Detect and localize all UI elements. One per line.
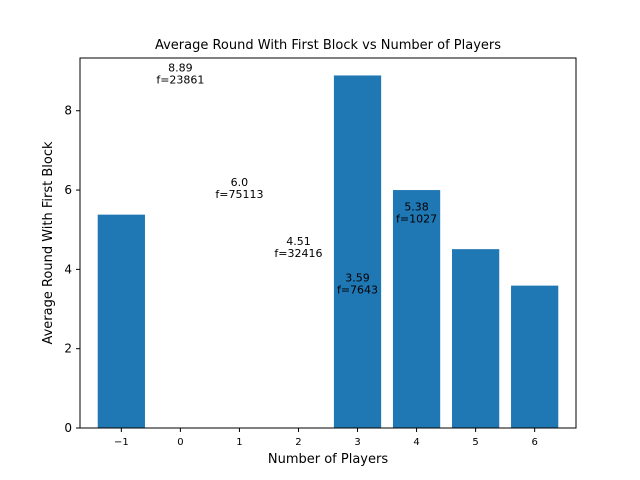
y-tick-label: 2 — [64, 342, 72, 356]
x-tick-label: −1 — [114, 437, 129, 448]
annotation-freq-1: f=75113 — [215, 188, 263, 201]
bar-minus1 — [97, 214, 145, 428]
x-tick-label: 1 — [236, 437, 242, 448]
bar-3 — [333, 75, 382, 428]
annotation-value-0: 8.89 — [168, 61, 193, 74]
bar-4 — [392, 190, 441, 428]
x-tick-label: 4 — [413, 437, 419, 448]
annotation-freq-0: f=23861 — [156, 73, 204, 86]
plot-frame — [79, 57, 577, 429]
bars-group — [97, 75, 559, 428]
annotation-freq-4: f=1027 — [396, 213, 437, 226]
bar-5 — [452, 249, 500, 428]
annotation-freq-2: f=32416 — [274, 247, 322, 260]
annotation-value-2: 4.51 — [286, 235, 311, 248]
chart-title: Average Round With First Block vs Number… — [155, 38, 501, 53]
y-axis-label: Average Round With First Block — [41, 141, 56, 345]
x-tick-label: 3 — [354, 437, 360, 448]
y-tick-label: 6 — [64, 183, 72, 197]
annotation-value-3: 3.59 — [345, 272, 370, 285]
annotation-value-1: 6.0 — [231, 176, 249, 189]
x-tick-label: 2 — [295, 437, 301, 448]
annotation-freq-3: f=7643 — [337, 284, 378, 297]
y-tick-label: 8 — [64, 104, 72, 118]
y-axis-ticks: 0 2 4 6 8 — [64, 104, 80, 435]
x-tick-label: 0 — [177, 437, 183, 448]
annotations-group: 8.89f=23861 6.0f=75113 4.51f=32416 3.59f=76… — [156, 61, 437, 296]
x-tick-label: 6 — [531, 437, 537, 448]
annotation-value-4: 5.38 — [404, 201, 429, 214]
x-tick-label: 5 — [472, 437, 478, 448]
bar-6 — [511, 285, 559, 428]
y-tick-label: 4 — [64, 262, 72, 276]
x-axis-label: Number of Players — [268, 452, 388, 467]
y-tick-label: 0 — [64, 421, 72, 435]
x-axis-ticks: −1 0 1 2 3 4 5 6 — [114, 428, 538, 448]
